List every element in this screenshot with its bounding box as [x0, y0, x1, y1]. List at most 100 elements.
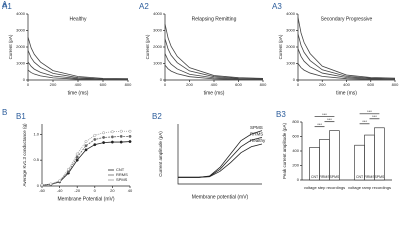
- marker: [58, 179, 62, 183]
- bar-label: RRMS: [319, 175, 330, 179]
- marker: [119, 134, 123, 138]
- trace: [27, 36, 129, 80]
- marker: [119, 129, 123, 133]
- section-label: A: [2, 0, 8, 9]
- significance-label: ***: [327, 117, 332, 122]
- y-tick-label: 2000: [286, 44, 296, 49]
- y-tick-label: 4000: [153, 11, 163, 16]
- x-tick-label: -20: [74, 188, 81, 193]
- y-tick-label: 4000: [286, 11, 296, 16]
- marker: [93, 133, 97, 137]
- x-tick-label: 600: [100, 82, 107, 87]
- axis: [177, 124, 262, 185]
- x-tick-label: 0: [27, 82, 30, 87]
- y-tick-label: 0: [160, 77, 163, 82]
- bar-label: CNT: [356, 175, 364, 179]
- y-tick-label: 3000: [286, 28, 296, 33]
- trace: [164, 23, 264, 79]
- x-tick-label: 600: [235, 82, 242, 87]
- marker: [75, 155, 79, 159]
- legend-label: SPMS: [116, 177, 128, 182]
- trace: [27, 69, 129, 81]
- x-tick-label: 400: [211, 82, 218, 87]
- chart-title: Healthy: [70, 16, 87, 22]
- x-tick-label: 600: [367, 82, 374, 87]
- marker: [84, 148, 88, 152]
- y-axis-label: Current (pA): [278, 34, 283, 59]
- x-tick-label: 0: [164, 82, 167, 87]
- marker: [75, 152, 79, 156]
- y-tick-label: 400: [292, 148, 299, 153]
- marker: [66, 168, 70, 171]
- figure: A B A1 Healthy time (ms) Current (pA) 0 1000 2…: [2, 0, 399, 202]
- x-tick-label: 0: [297, 82, 300, 87]
- chart-title: Relapsing Remitting: [192, 16, 237, 22]
- bar: [364, 134, 375, 181]
- bar-label: RRMS: [364, 175, 375, 179]
- y-axis-label: Current (pA): [8, 34, 13, 59]
- x-tick-label: 800: [260, 82, 267, 87]
- x-tick-label: 400: [343, 82, 350, 87]
- trace: [164, 38, 264, 80]
- x-tick-label: voltage ramp recordings: [348, 185, 391, 190]
- y-tick-label: 4000: [16, 11, 26, 16]
- y-axis-label: Current amplitude (pA): [158, 131, 163, 177]
- y-tick-label: 1000: [153, 61, 163, 66]
- chart-title: Secondary Progressive: [321, 16, 373, 22]
- y-tick-label: 0: [37, 183, 40, 188]
- marker: [110, 140, 114, 144]
- series-label: Healthy: [250, 138, 266, 143]
- y-tick-label: 3000: [153, 28, 163, 33]
- marker: [49, 182, 53, 186]
- legend-label: RRMS: [116, 172, 128, 177]
- x-tick-label: 20: [110, 188, 115, 193]
- panel-label: A3: [272, 2, 282, 11]
- x-axis-label: time (ms): [68, 90, 89, 96]
- panel-label: A2: [139, 2, 149, 11]
- marker: [110, 130, 114, 134]
- bar-label: CNT: [311, 175, 319, 179]
- x-tick-label: 200: [50, 82, 57, 87]
- trace: [297, 33, 396, 79]
- x-tick-label: 40: [128, 188, 133, 193]
- section-label: B: [2, 108, 7, 117]
- x-axis-label: time (ms): [204, 90, 225, 96]
- y-tick-label: 0: [23, 77, 26, 82]
- y-tick-label: 0: [293, 77, 296, 82]
- bar: [374, 127, 385, 181]
- y-tick-label: 200: [292, 163, 299, 168]
- marker: [128, 140, 132, 144]
- significance-label: ***: [367, 109, 372, 114]
- y-tick-label: 3000: [16, 28, 26, 33]
- x-tick-label: 200: [319, 82, 326, 87]
- y-tick-label: 800: [292, 119, 299, 124]
- legend-label: CNT: [116, 167, 125, 172]
- axis: [27, 14, 128, 81]
- marker: [75, 158, 79, 162]
- x-tick-label: 400: [75, 82, 82, 87]
- trace: [27, 50, 129, 80]
- y-tick-label: 600: [292, 134, 299, 139]
- significance-label: ***: [362, 119, 367, 124]
- x-tick-label: 800: [392, 82, 399, 87]
- y-axis-label: Peak current amplitude (pA): [282, 122, 287, 179]
- marker: [93, 143, 97, 147]
- y-tick-label: 2000: [16, 44, 26, 49]
- marker: [102, 135, 106, 139]
- series-label: RRMS: [250, 132, 263, 137]
- significance-label: ***: [317, 122, 322, 127]
- trace: [178, 143, 263, 178]
- trace: [297, 63, 396, 80]
- y-tick-label: 1000: [16, 61, 26, 66]
- trace: [297, 48, 396, 80]
- marker: [119, 140, 123, 144]
- marker: [93, 138, 97, 141]
- bar: [329, 130, 340, 181]
- marker: [102, 141, 106, 145]
- marker: [84, 144, 88, 148]
- y-tick-label: 1000: [286, 61, 296, 66]
- bar-label: SPMS: [329, 175, 340, 179]
- y-tick-label: 0.5: [33, 157, 39, 162]
- x-axis-label: Membrane potential (mV): [192, 194, 249, 200]
- x-tick-label: -40: [57, 188, 64, 193]
